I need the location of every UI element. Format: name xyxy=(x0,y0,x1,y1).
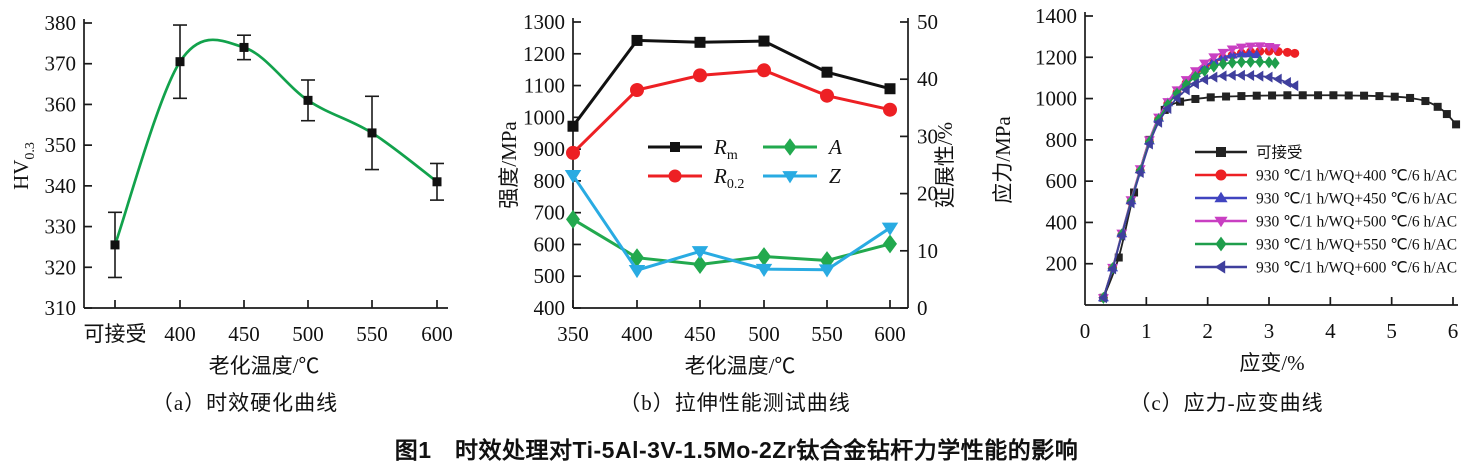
svg-text:老化温度/℃: 老化温度/℃ xyxy=(209,354,320,378)
svg-text:930 ℃/1 h/WQ+550 ℃/6 h/AC: 930 ℃/1 h/WQ+550 ℃/6 h/AC xyxy=(1256,237,1457,254)
svg-text:800: 800 xyxy=(534,169,566,193)
svg-text:可接受: 可接受 xyxy=(1256,144,1303,162)
svg-text:380: 380 xyxy=(45,11,77,35)
svg-text:10: 10 xyxy=(917,239,938,263)
svg-text:0: 0 xyxy=(917,296,928,320)
svg-text:350: 350 xyxy=(45,133,77,157)
svg-text:HV0.3: HV0.3 xyxy=(9,142,38,190)
svg-text:1200: 1200 xyxy=(523,42,565,66)
svg-text:450: 450 xyxy=(228,322,260,346)
svg-text:1100: 1100 xyxy=(524,74,565,98)
svg-text:R0.2: R0.2 xyxy=(713,164,744,192)
svg-text:600: 600 xyxy=(421,322,453,346)
svg-text:800: 800 xyxy=(1046,128,1078,152)
svg-text:应力/MPa: 应力/MPa xyxy=(991,116,1015,204)
svg-text:930 ℃/1 h/WQ+500 ℃/6 h/AC: 930 ℃/1 h/WQ+500 ℃/6 h/AC xyxy=(1256,214,1457,231)
svg-text:0: 0 xyxy=(1080,319,1091,343)
svg-text:900: 900 xyxy=(534,137,566,161)
svg-text:600: 600 xyxy=(1046,169,1078,193)
svg-text:600: 600 xyxy=(534,232,566,256)
svg-text:700: 700 xyxy=(534,201,566,225)
svg-text:320: 320 xyxy=(45,255,77,279)
svg-text:340: 340 xyxy=(45,174,77,198)
svg-text:400: 400 xyxy=(164,322,196,346)
svg-text:400: 400 xyxy=(534,296,566,320)
svg-text:400: 400 xyxy=(1046,210,1078,234)
svg-text:1000: 1000 xyxy=(523,105,565,129)
svg-text:40: 40 xyxy=(917,67,938,91)
svg-text:930 ℃/1 h/WQ+600 ℃/6 h/AC: 930 ℃/1 h/WQ+600 ℃/6 h/AC xyxy=(1256,260,1457,277)
svg-text:500: 500 xyxy=(292,322,324,346)
caption-a: （a）时效硬化曲线 xyxy=(151,391,339,415)
panel-tensile-properties: 400 500 600 700 800 900 1000 1100 1200 1300 0 10 20 3… xyxy=(490,0,980,468)
svg-text:2: 2 xyxy=(1202,319,1213,343)
svg-text:370: 370 xyxy=(45,52,77,76)
svg-text:20: 20 xyxy=(917,182,938,206)
svg-text:强度/MPa: 强度/MPa xyxy=(497,121,521,209)
svg-text:450: 450 xyxy=(684,322,716,346)
svg-text:5: 5 xyxy=(1386,319,1397,343)
svg-text:延展性/%: 延展性/% xyxy=(933,122,957,208)
svg-text:6: 6 xyxy=(1448,319,1459,343)
svg-text:200: 200 xyxy=(1046,252,1078,276)
svg-text:500: 500 xyxy=(748,322,780,346)
svg-text:3: 3 xyxy=(1264,319,1275,343)
svg-text:1000: 1000 xyxy=(1035,87,1077,111)
svg-text:可接受: 可接受 xyxy=(84,322,147,346)
svg-text:500: 500 xyxy=(534,264,566,288)
svg-text:1300: 1300 xyxy=(523,10,565,34)
svg-text:930 ℃/1 h/WQ+450 ℃/6 h/AC: 930 ℃/1 h/WQ+450 ℃/6 h/AC xyxy=(1256,191,1457,208)
svg-text:310: 310 xyxy=(45,296,77,320)
svg-text:4: 4 xyxy=(1325,319,1336,343)
svg-text:30: 30 xyxy=(917,124,938,148)
svg-text:老化温度/℃: 老化温度/℃ xyxy=(685,354,796,378)
svg-text:400: 400 xyxy=(621,322,653,346)
panel-aging-hardening: 310 320 330 340 350 360 370 380 可接受 400 450 500 550 6… xyxy=(0,0,490,468)
svg-text:930 ℃/1 h/WQ+400 ℃/6 h/AC: 930 ℃/1 h/WQ+400 ℃/6 h/AC xyxy=(1256,168,1457,185)
svg-text:330: 330 xyxy=(45,215,77,239)
svg-text:360: 360 xyxy=(45,92,77,116)
svg-text:应变/%: 应变/% xyxy=(1239,351,1304,375)
caption-b: （b）拉伸性能测试曲线 xyxy=(619,391,851,415)
figure-caption: 图1 时效处理对Ti-5Al-3V-1.5Mo-2Zr钛合金钻杆力学性能的影响 xyxy=(394,437,1079,463)
panel-stress-strain: 200 400 600 800 1000 1200 1400 0 1 2 3 4 5 6 应力/MPa 应变/… xyxy=(980,0,1473,468)
svg-text:550: 550 xyxy=(356,322,388,346)
chart-a-hardness-curve: 310 320 330 340 350 360 370 380 可接受 400 450 500 550 6… xyxy=(9,11,453,378)
chart-b-tensile-curve: 400 500 600 700 800 900 1000 1100 1200 1300 0 10 20 3… xyxy=(497,10,957,378)
svg-text:50: 50 xyxy=(917,10,938,34)
svg-text:600: 600 xyxy=(874,322,906,346)
svg-text:1: 1 xyxy=(1141,319,1152,343)
svg-text:Rm: Rm xyxy=(713,135,738,163)
svg-text:550: 550 xyxy=(811,322,843,346)
svg-text:1200: 1200 xyxy=(1035,45,1077,69)
svg-text:Z: Z xyxy=(829,164,841,188)
svg-text:350: 350 xyxy=(557,322,589,346)
caption-c: （c）应力-应变曲线 xyxy=(1129,391,1324,415)
svg-text:1400: 1400 xyxy=(1035,4,1077,28)
svg-text:A: A xyxy=(827,135,842,159)
chart-c-stress-strain-curve: 200 400 600 800 1000 1200 1400 0 1 2 3 4 5 6 应力/MPa 应变/… xyxy=(991,4,1461,375)
